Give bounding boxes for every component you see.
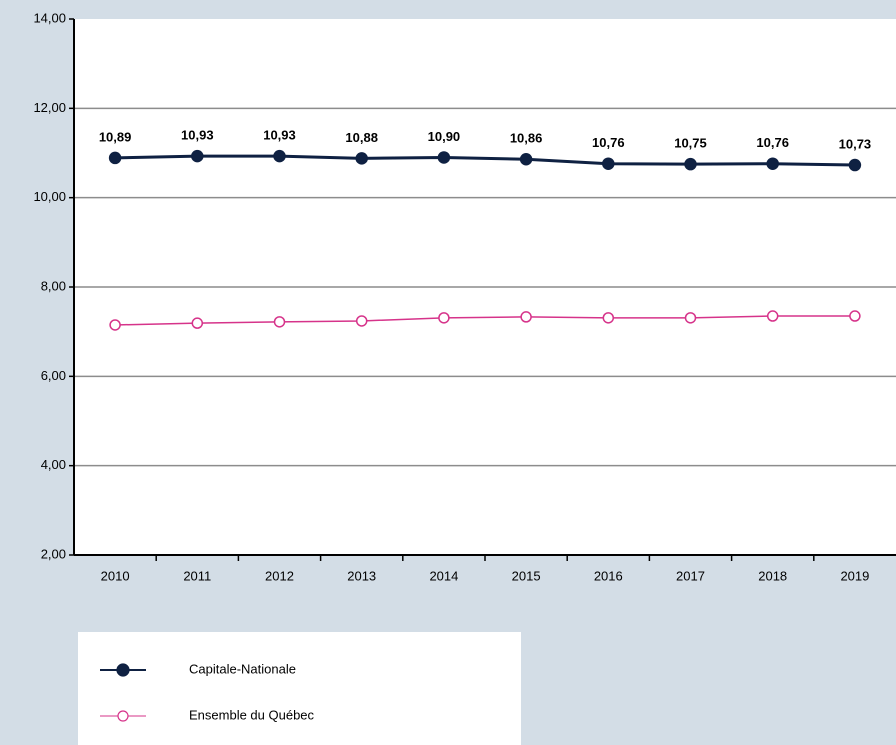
y-tick-label: 2,00 [41,546,66,561]
point [437,151,451,164]
legend-label: Ensemble du Québec [189,707,315,722]
data-label: 10,75 [674,136,707,151]
point [684,157,697,171]
point [108,151,122,165]
point [766,157,779,170]
x-tick-label: 2018 [758,568,787,583]
y-tick-label: 6,00 [41,368,66,383]
point [109,319,121,331]
x-tick-label: 2010 [101,568,130,583]
point [848,158,862,172]
series-line [115,154,855,167]
x-tick-label: 2016 [594,568,623,583]
point [766,310,779,322]
legend-box [78,632,521,745]
data-label: 10,76 [592,135,625,150]
point [355,152,368,165]
data-label: 10,93 [263,128,296,143]
x-tick-label: 2019 [840,568,869,583]
x-tick-label: 2014 [429,568,458,583]
point [684,312,697,324]
data-label: 10,90 [428,129,461,144]
legend-swatch-marker [117,710,129,722]
x-tick-label: 2011 [183,568,211,583]
point [520,311,532,323]
data-label: 10,88 [345,130,378,145]
point [273,149,286,163]
y-tick-label: 8,00 [41,278,66,293]
data-label: 10,73 [839,136,872,151]
y-tick-label: 14,00 [33,10,66,25]
data-label: 10,76 [756,135,789,150]
point [355,315,368,327]
y-tick-label: 12,00 [33,100,66,115]
x-tick-label: 2013 [347,568,376,583]
x-tick-label: 2012 [265,568,294,583]
point [273,316,286,328]
point [191,317,204,329]
legend-label: Capitale-Nationale [189,661,296,676]
point [602,312,615,324]
x-tick-label: 2017 [676,568,705,583]
point [602,157,615,170]
series-line [115,315,855,326]
data-label: 10,86 [510,131,543,146]
data-label: 10,89 [99,129,132,144]
y-tick-label: 4,00 [41,457,66,472]
legend-swatch-marker [116,663,130,677]
point [191,149,204,163]
point [849,310,861,322]
x-tick-label: 2015 [512,568,541,583]
data-label: 10,93 [181,128,214,143]
point [438,312,450,324]
point [519,153,533,166]
y-tick-label: 10,00 [33,189,66,204]
